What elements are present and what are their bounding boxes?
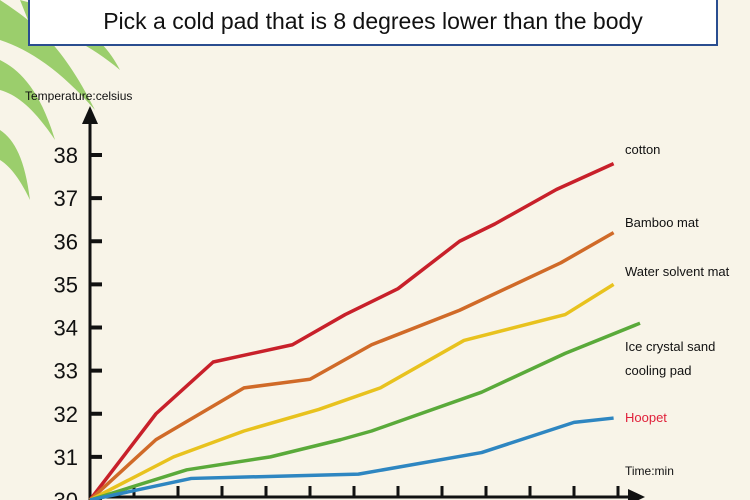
- y-tick-label: 36: [54, 229, 78, 254]
- y-axis-arrow: [82, 106, 98, 124]
- y-tick-label: 34: [54, 316, 78, 341]
- y-tick-label: 31: [54, 445, 78, 470]
- y-tick-label: 37: [54, 186, 78, 211]
- y-tick-label: 32: [54, 402, 78, 427]
- y-tick-label: 33: [54, 359, 78, 384]
- series-label: Ice crystal sand cooling pad: [625, 339, 716, 378]
- y-tick-label: 35: [54, 272, 78, 297]
- series-label: Water solvent mat: [625, 264, 730, 279]
- series-line: [88, 162, 615, 500]
- title: Pick a cold pad that is 8 degrees lower …: [28, 0, 718, 46]
- series-line: [89, 416, 614, 500]
- y-tick-label: 30: [54, 488, 78, 500]
- series-line: [88, 231, 615, 500]
- series-label: Bamboo mat: [625, 215, 699, 230]
- x-axis-arrow: [628, 489, 645, 500]
- series-label: cotton: [625, 142, 661, 157]
- series-line: [89, 282, 615, 500]
- y-tick-label: 38: [54, 143, 78, 168]
- series-label: Hoopet: [625, 410, 667, 425]
- y-axis-label: Temperature:celsius: [25, 89, 133, 103]
- x-axis-label: Time:min: [625, 464, 674, 478]
- series-line: [89, 321, 641, 500]
